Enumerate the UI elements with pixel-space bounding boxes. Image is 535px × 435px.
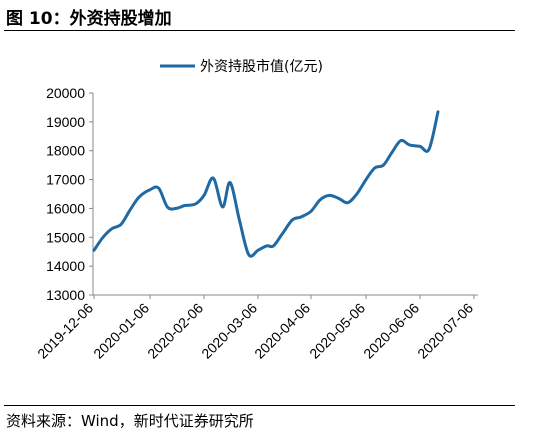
x-tick-label: 2020-02-06 [144, 300, 206, 362]
x-tick-label: 2020-01-06 [90, 300, 152, 362]
series-line [92, 110, 440, 258]
x-tick-label: 2020-07-06 [414, 300, 476, 362]
y-tick-label: 17000 [46, 172, 85, 188]
figure-title: 图 10：外资持股增加 [6, 9, 172, 29]
y-tick-label: 19000 [46, 114, 85, 130]
y-tick-label: 20000 [46, 85, 85, 101]
y-tick-label: 13000 [46, 287, 85, 303]
source-rule [4, 405, 515, 406]
source-note: 资料来源：Wind，新时代证券研究所 [6, 412, 254, 430]
x-tick-label: 2019-12-06 [34, 300, 96, 362]
x-tick-label: 2020-06-06 [360, 300, 422, 362]
y-tick-label: 18000 [46, 143, 85, 159]
x-tick-label: 2020-03-06 [198, 300, 260, 362]
y-tick-label: 14000 [46, 258, 85, 274]
y-tick-label: 16000 [46, 200, 85, 216]
legend-label: 外资持股市值(亿元) [200, 58, 323, 75]
title-rule [4, 30, 515, 31]
x-tick-label: 2020-05-06 [306, 300, 368, 362]
legend: 外资持股市值(亿元) [160, 58, 323, 75]
y-tick-label: 15000 [46, 229, 85, 245]
x-tick-label: 2020-04-06 [251, 300, 313, 362]
